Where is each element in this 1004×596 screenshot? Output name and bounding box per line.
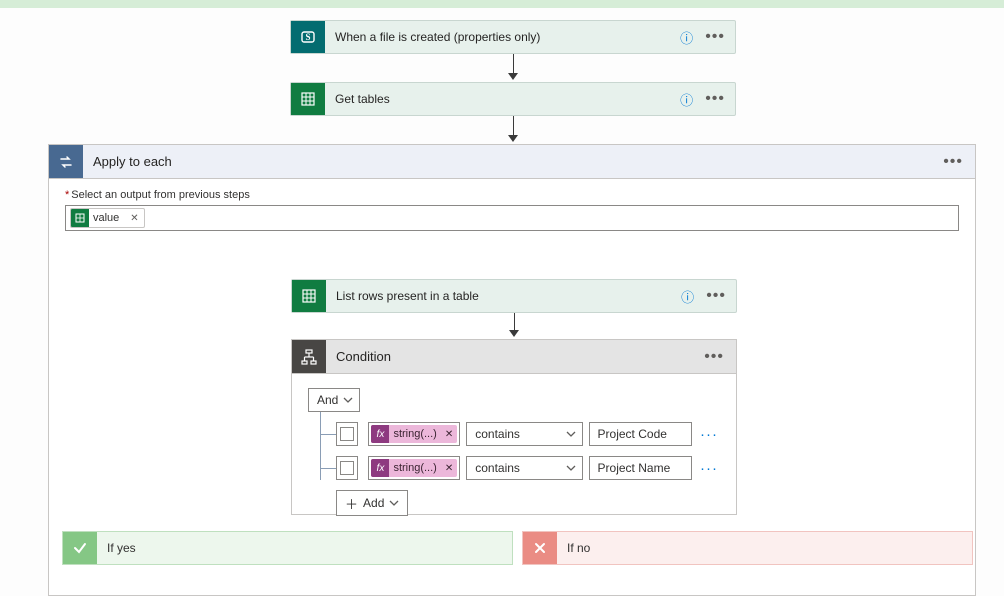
x-icon bbox=[523, 532, 557, 564]
left-operand-field[interactable]: fx string(...) ✕ bbox=[368, 456, 460, 480]
trigger-title: When a file is created (properties only) bbox=[325, 30, 674, 44]
group-operator-label: And bbox=[317, 393, 338, 407]
info-icon[interactable]: ⓘ bbox=[675, 287, 700, 306]
apply-to-each-header[interactable]: Apply to each ••• bbox=[49, 145, 975, 179]
connector-line bbox=[320, 412, 321, 480]
trigger-card[interactable]: S When a file is created (properties onl… bbox=[290, 20, 736, 54]
connector-line bbox=[320, 434, 336, 435]
fx-label: string(...) bbox=[389, 462, 440, 474]
more-menu[interactable]: ••• bbox=[699, 90, 735, 108]
info-icon[interactable]: ⓘ bbox=[674, 28, 699, 47]
if-no-branch[interactable]: If no bbox=[522, 531, 973, 565]
more-menu[interactable]: ••• bbox=[931, 153, 975, 171]
more-menu[interactable]: ••• bbox=[699, 28, 735, 46]
connector-line bbox=[320, 468, 336, 469]
sharepoint-icon: S bbox=[291, 21, 325, 53]
plus-icon: ＋ bbox=[345, 494, 358, 513]
more-menu[interactable]: ••• bbox=[692, 348, 736, 366]
right-operand-field[interactable]: Project Code bbox=[589, 422, 692, 446]
excel-icon bbox=[292, 280, 326, 312]
fx-token[interactable]: fx string(...) ✕ bbox=[371, 459, 457, 477]
apply-to-each-card: Apply to each ••• *Select an output from… bbox=[48, 144, 976, 596]
fx-remove[interactable]: ✕ bbox=[441, 429, 457, 440]
list-rows-card[interactable]: List rows present in a table ⓘ ••• bbox=[291, 279, 737, 313]
top-strip bbox=[0, 0, 1004, 8]
left-operand-field[interactable]: fx string(...) ✕ bbox=[368, 422, 460, 446]
group-operator-select[interactable]: And bbox=[308, 388, 360, 412]
fx-icon: fx bbox=[371, 459, 389, 477]
svg-text:S: S bbox=[305, 32, 310, 42]
more-menu[interactable]: ••• bbox=[700, 287, 736, 305]
row-more-menu[interactable]: ··· bbox=[698, 460, 720, 477]
if-yes-label: If yes bbox=[97, 541, 136, 555]
condition-title: Condition bbox=[326, 349, 692, 364]
row-more-menu[interactable]: ··· bbox=[698, 426, 720, 443]
operator-select[interactable]: contains bbox=[466, 422, 582, 446]
condition-row: fx string(...) ✕ contains Project Name bbox=[336, 456, 720, 480]
row-checkbox[interactable] bbox=[336, 422, 358, 446]
input-label: *Select an output from previous steps bbox=[65, 189, 959, 201]
add-row-button[interactable]: ＋ Add bbox=[336, 490, 408, 516]
flow-canvas: { "colors": { "background": "#fdfdfd", "… bbox=[0, 0, 1004, 596]
right-operand-field[interactable]: Project Name bbox=[589, 456, 692, 480]
add-label: Add bbox=[363, 496, 384, 510]
operator-label: contains bbox=[475, 427, 520, 441]
fx-remove[interactable]: ✕ bbox=[441, 463, 457, 474]
condition-header[interactable]: Condition ••• bbox=[292, 340, 736, 374]
fx-label: string(...) bbox=[389, 428, 440, 440]
check-icon bbox=[63, 532, 97, 564]
condition-icon bbox=[292, 340, 326, 373]
fx-token[interactable]: fx string(...) ✕ bbox=[371, 425, 457, 443]
if-no-label: If no bbox=[557, 541, 590, 555]
arrow-icon bbox=[507, 116, 519, 142]
right-value: Project Name bbox=[598, 461, 671, 475]
excel-icon bbox=[291, 83, 325, 115]
excel-icon bbox=[71, 209, 89, 227]
fx-icon: fx bbox=[371, 425, 389, 443]
arrow-icon bbox=[507, 54, 519, 80]
row-checkbox[interactable] bbox=[336, 456, 358, 480]
condition-card: Condition ••• And bbox=[291, 339, 737, 515]
loop-icon bbox=[49, 145, 83, 178]
arrow-icon bbox=[508, 313, 520, 337]
operator-select[interactable]: contains bbox=[466, 456, 582, 480]
info-icon[interactable]: ⓘ bbox=[674, 90, 699, 109]
condition-row: fx string(...) ✕ contains Project Code bbox=[336, 422, 720, 446]
token-remove[interactable]: ✕ bbox=[125, 213, 143, 224]
get-tables-title: Get tables bbox=[325, 92, 674, 106]
token-label: value bbox=[89, 212, 125, 224]
select-output-field[interactable]: value ✕ bbox=[65, 205, 959, 231]
if-yes-branch[interactable]: If yes bbox=[62, 531, 513, 565]
apply-to-each-title: Apply to each bbox=[83, 154, 931, 169]
operator-label: contains bbox=[475, 461, 520, 475]
right-value: Project Code bbox=[598, 427, 667, 441]
input-label-text: Select an output from previous steps bbox=[71, 189, 250, 201]
get-tables-card[interactable]: Get tables ⓘ ••• bbox=[290, 82, 736, 116]
token-value[interactable]: value ✕ bbox=[70, 208, 145, 228]
list-rows-title: List rows present in a table bbox=[326, 289, 675, 303]
